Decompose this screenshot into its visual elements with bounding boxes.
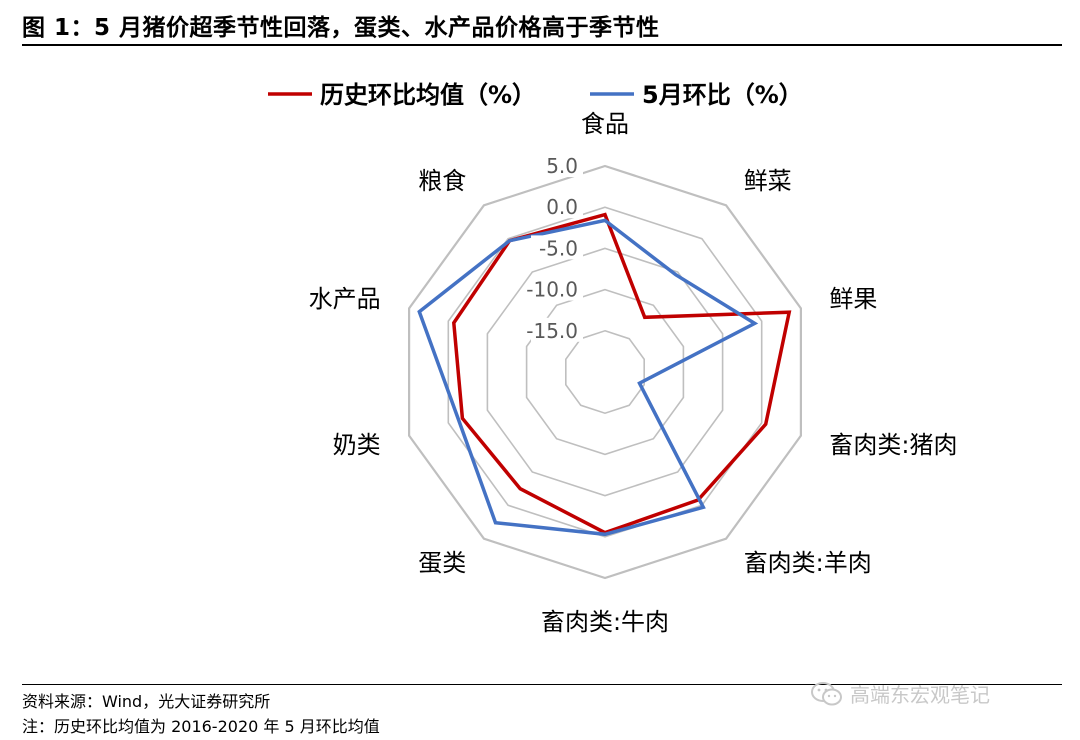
grid-ring bbox=[564, 329, 646, 415]
radar-series bbox=[417, 212, 792, 537]
tick-label-bg bbox=[531, 317, 583, 342]
radar-chart: 历史环比均值（%） 5月环比（%） 5.0 0.0 -5.0 -10.0 -15.0 食品… bbox=[268, 81, 958, 636]
category-label: 粮食 bbox=[418, 167, 466, 195]
category-label: 畜肉类:羊肉 bbox=[744, 549, 872, 577]
tick-label-bg bbox=[531, 276, 583, 301]
tick-label-bg bbox=[531, 153, 583, 177]
tick-label: 5.0 bbox=[546, 154, 578, 178]
category-label: 奶类 bbox=[333, 431, 381, 459]
wechat-icon bbox=[811, 681, 842, 705]
legend-label: 历史环比均值（%） bbox=[320, 81, 536, 109]
category-label: 鲜果 bbox=[829, 285, 877, 313]
series-line-2 bbox=[417, 218, 759, 537]
tick-label-bg bbox=[531, 235, 583, 260]
chart-legend: 历史环比均值（%） 5月环比（%） bbox=[268, 81, 803, 109]
watermark-text: 高端东宏观笔记 bbox=[850, 683, 990, 707]
grid-ring bbox=[486, 247, 724, 497]
figure-title: 图 1：5 月猪价超季节性回落，蛋类、水产品价格高于季节性 bbox=[22, 15, 660, 41]
category-label: 畜肉类:猪肉 bbox=[829, 431, 957, 459]
category-label: 鲜菜 bbox=[744, 167, 792, 195]
tick-label: -5.0 bbox=[539, 236, 578, 260]
watermark: 高端东宏观笔记 bbox=[810, 679, 990, 708]
grid-ring bbox=[408, 164, 803, 580]
category-label: 水产品 bbox=[309, 285, 381, 313]
category-label: 畜肉类:牛肉 bbox=[541, 608, 669, 636]
source-note: 资料来源：Wind，光大证券研究所 bbox=[22, 692, 271, 711]
tick-label: -10.0 bbox=[526, 278, 578, 302]
footer-rule bbox=[22, 684, 1062, 685]
radar-grid bbox=[408, 164, 803, 580]
tick-label-bg bbox=[531, 194, 583, 219]
radial-tick-labels: 5.0 0.0 -5.0 -10.0 -15.0 bbox=[526, 153, 583, 343]
category-label: 蛋类 bbox=[418, 549, 466, 577]
category-label: 食品 bbox=[581, 110, 629, 138]
footnote: 注：历史环比均值为 2016-2020 年 5 月环比均值 bbox=[22, 717, 380, 736]
title-rule bbox=[22, 44, 1062, 46]
series-line-1 bbox=[452, 212, 792, 535]
tick-label: 0.0 bbox=[546, 195, 578, 219]
legend-label: 5月环比（%） bbox=[642, 81, 803, 109]
grid-ring bbox=[447, 206, 763, 538]
tick-label: -15.0 bbox=[526, 319, 578, 343]
